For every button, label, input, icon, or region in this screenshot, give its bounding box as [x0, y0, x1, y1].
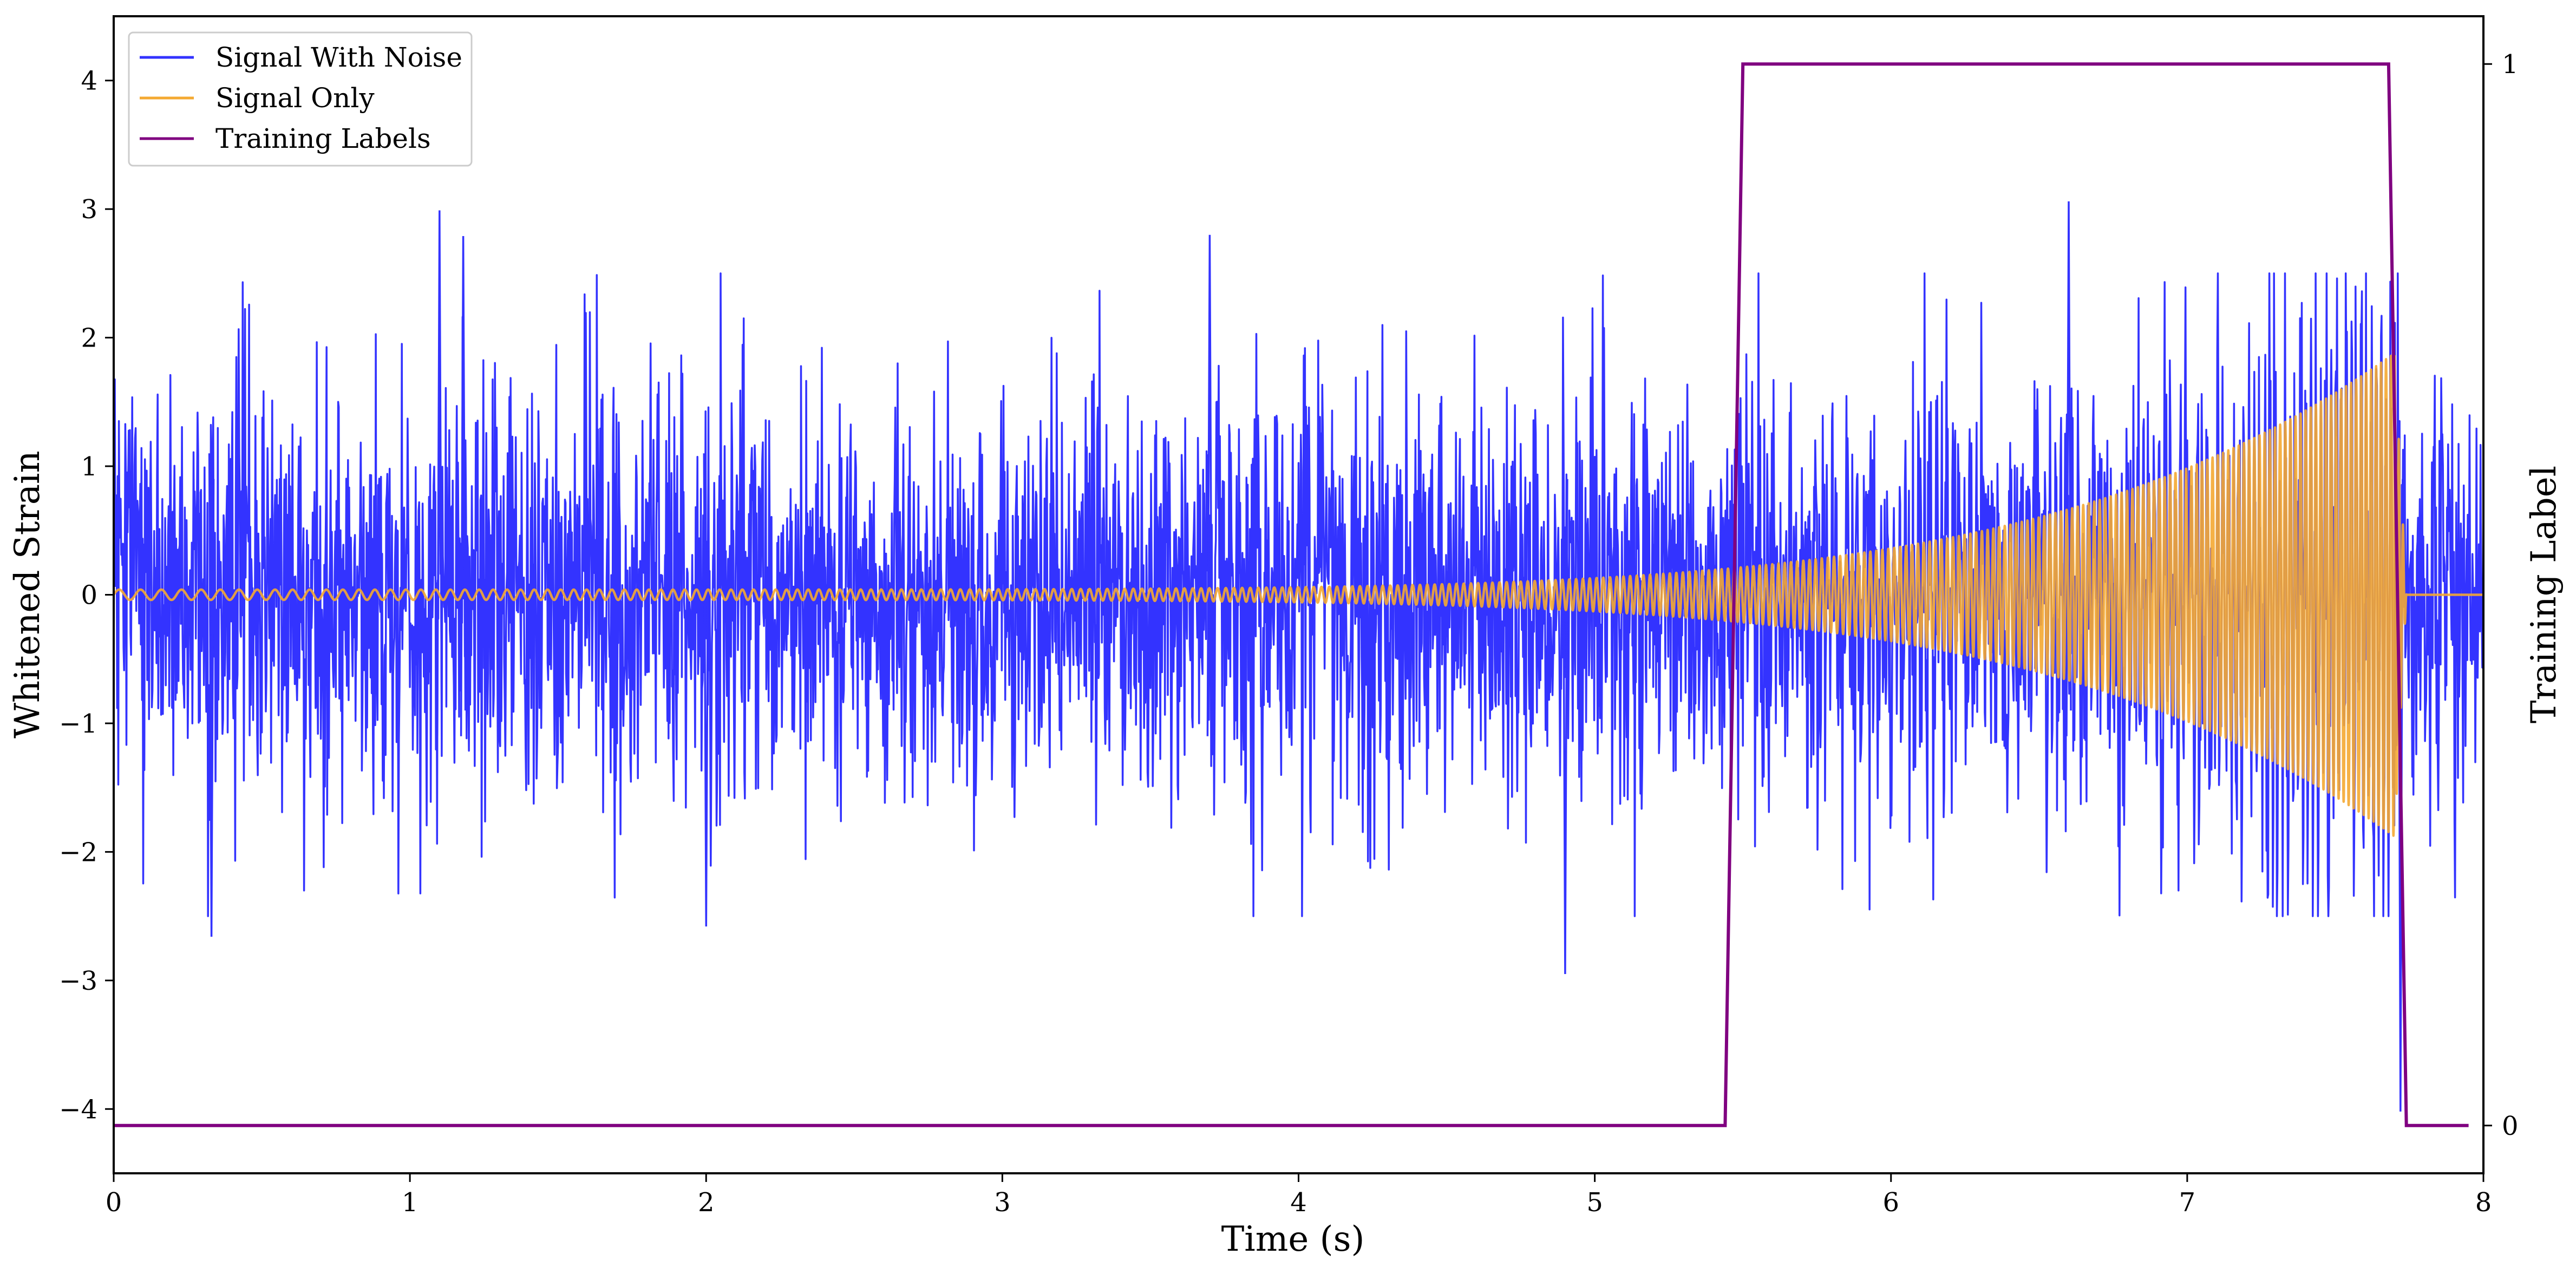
x-tick-label: 2: [698, 1187, 715, 1218]
series-training-labels: [114, 62, 2469, 1127]
y-tick-label: −3: [59, 966, 97, 996]
legend-label-signal-only: Signal Only: [215, 82, 375, 114]
noise-spike-2: [460, 236, 467, 736]
series-signal-only: [112, 354, 2485, 837]
y-tick-label: 3: [81, 194, 97, 225]
legend-label-training-labels: Training Labels: [215, 123, 431, 154]
noise-spike-0: [208, 453, 215, 937]
y2-tick-label: 0: [2502, 1111, 2519, 1141]
x-tick-label: 3: [994, 1187, 1011, 1218]
noise-spike-4: [1206, 234, 1213, 736]
y2-tick-label: 1: [2502, 49, 2519, 80]
x-tick-label: 7: [2179, 1187, 2196, 1218]
y2-axis-label: Training Label: [2524, 466, 2564, 723]
x-axis-label: Time (s): [1221, 1219, 1365, 1259]
y-tick-label: 2: [81, 323, 97, 354]
y-axis-label: Whitened Strain: [8, 450, 48, 738]
noise-spike-1: [436, 210, 443, 736]
series-layer: [112, 62, 2485, 1127]
x-tick-label: 8: [2475, 1187, 2492, 1218]
x-tick-label: 6: [1882, 1187, 1899, 1218]
y-tick-label: 0: [81, 580, 97, 611]
x-tick-label: 1: [402, 1187, 419, 1218]
x-tick-label: 0: [106, 1187, 122, 1218]
y-tick-label: −1: [59, 709, 97, 739]
x-tick-label: 5: [1586, 1187, 1603, 1218]
y-tick-label: 1: [81, 452, 97, 482]
x-tick-label: 4: [1290, 1187, 1307, 1218]
y2-axis-ticks: 01: [2483, 49, 2519, 1141]
legend-box: [128, 31, 473, 167]
legend: Signal With Noise Signal Only Training L…: [128, 31, 473, 167]
y-tick-label: −4: [59, 1094, 97, 1125]
y-tick-label: −2: [59, 837, 97, 867]
x-axis-ticks: 0 1 2 3 4 5 6 7 8: [106, 1173, 2492, 1218]
noise-spike-5: [1562, 453, 1568, 975]
noise-spike-3: [703, 453, 710, 927]
y-axis-ticks: −4 −3 −2 −1 0 1 2 3 4: [59, 66, 114, 1125]
y-tick-label: 4: [81, 66, 97, 96]
legend-label-signal-with-noise: Signal With Noise: [215, 42, 462, 73]
